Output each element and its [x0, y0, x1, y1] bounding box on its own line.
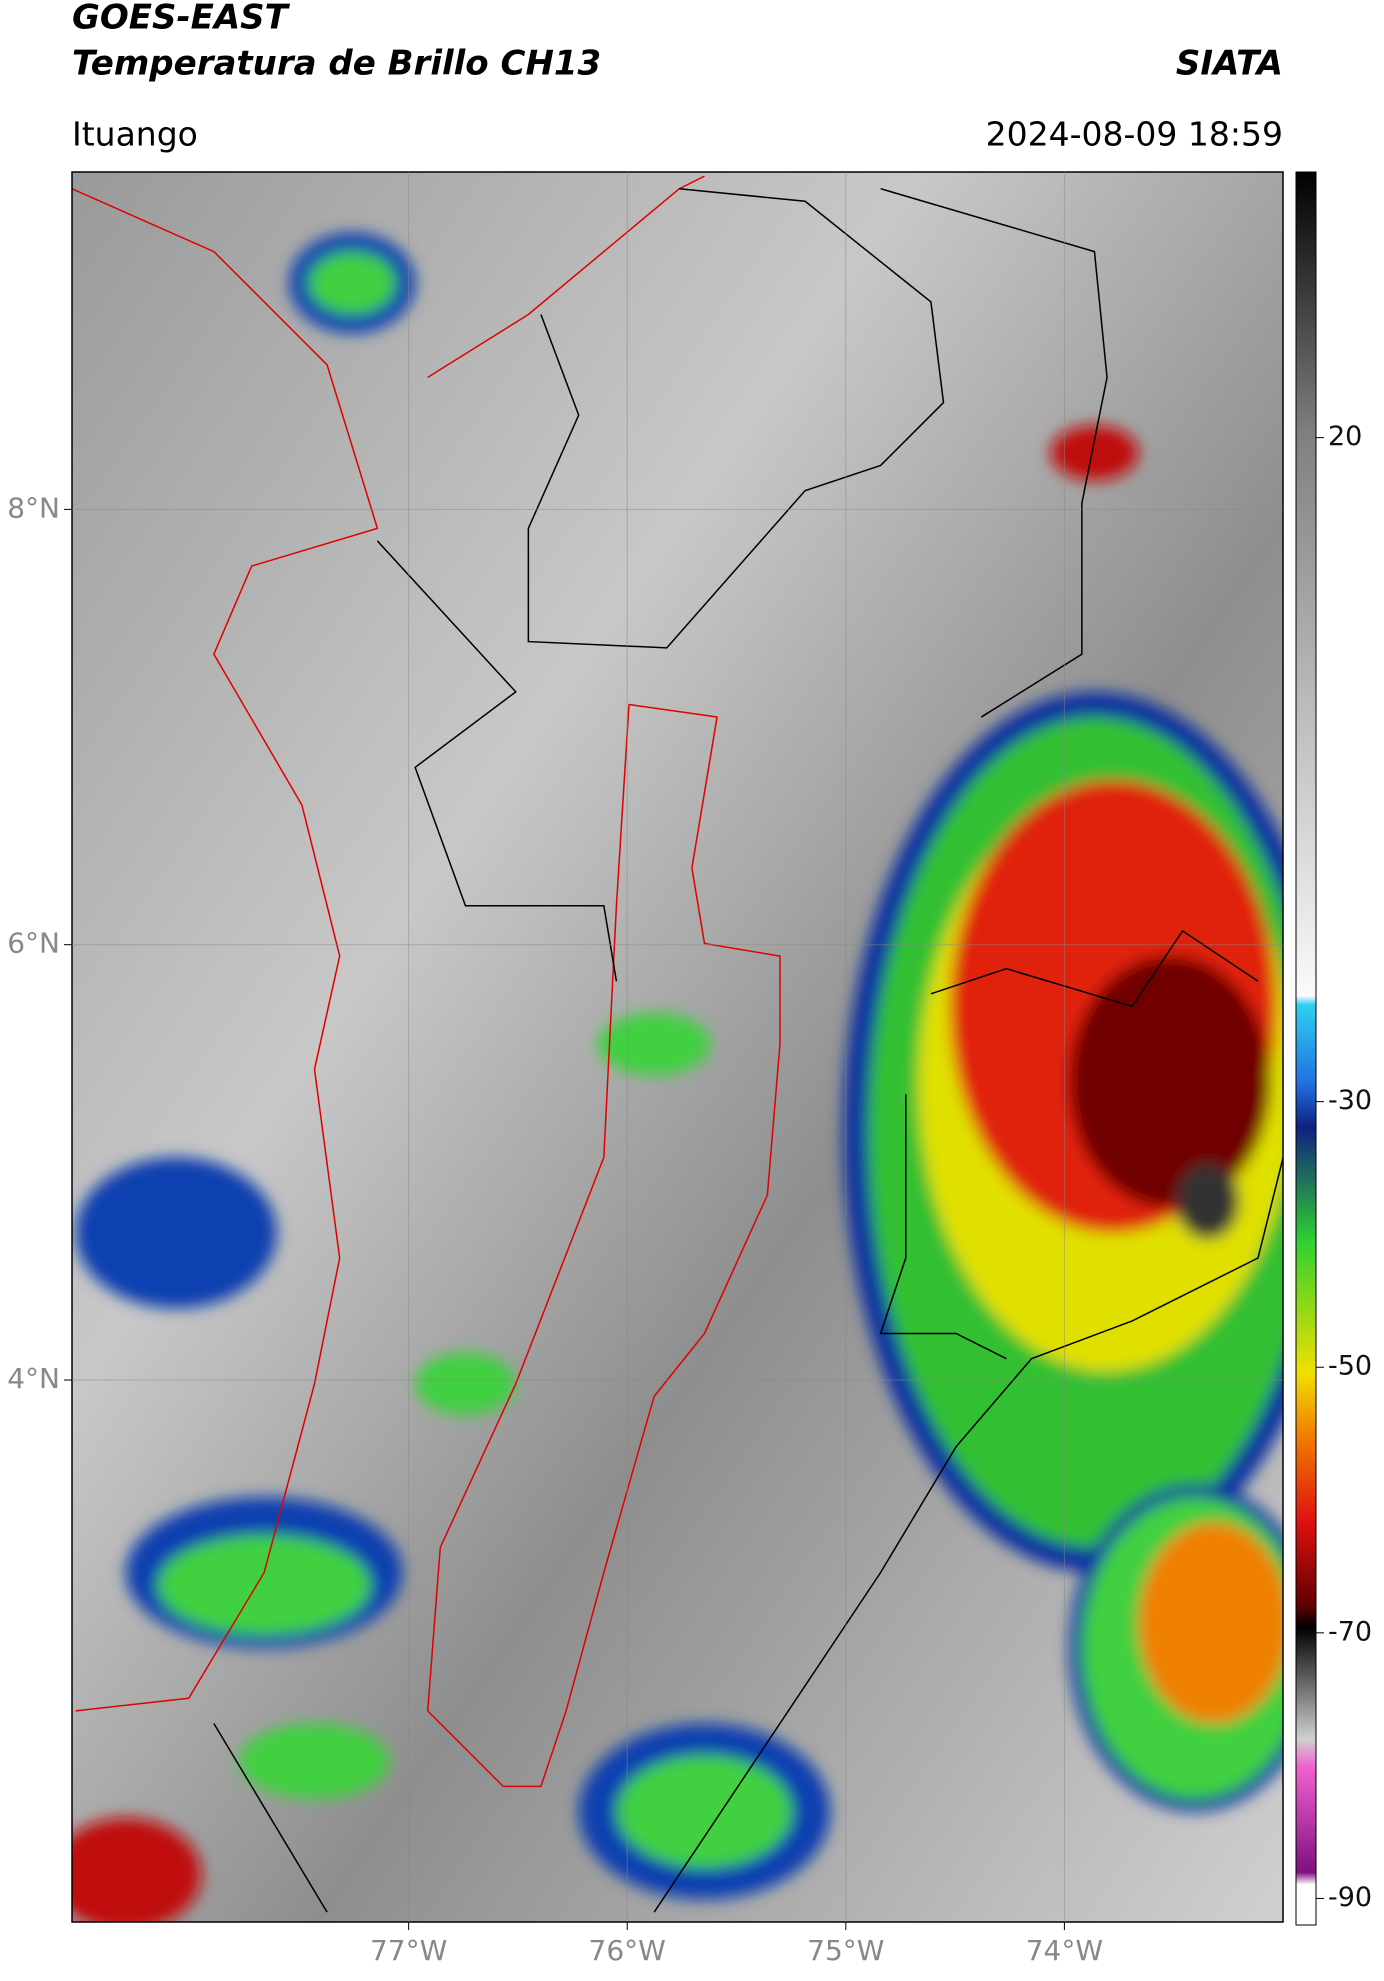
colorbar — [1295, 171, 1317, 1926]
colorbar-tick-label: -30 — [1328, 1085, 1372, 1116]
colorbar-tick-label: -50 — [1328, 1351, 1372, 1382]
colorbar-tick-label: -90 — [1328, 1882, 1372, 1913]
colorbar-tick-label: -70 — [1328, 1616, 1372, 1647]
title: GOES-EAST — [72, 0, 291, 38]
x-tick-label: 77°W — [370, 1934, 447, 1967]
map-image — [72, 172, 1283, 1922]
map-frame — [71, 171, 1284, 1923]
timestamp: 2024-08-09 18:59 — [986, 115, 1283, 154]
y-tick-label: 6°N — [7, 927, 60, 960]
location: Ituango — [72, 115, 198, 154]
axes: 77°W 76°W 75°W 74°W 8°N 6°N 4°N 20 -30 -50 -70 -90 — [7, 172, 1372, 1967]
x-tick-label: 74°W — [1026, 1934, 1103, 1967]
y-tick-label: 4°N — [7, 1362, 60, 1395]
x-tick-label: 75°W — [807, 1934, 884, 1967]
y-tick-label: 8°N — [7, 491, 60, 524]
x-tick-label: 76°W — [589, 1934, 666, 1967]
source: SIATA — [1176, 44, 1283, 84]
colorbar-tick-label: 20 — [1328, 421, 1362, 452]
subtitle: Temperatura de Brillo CH13 — [72, 44, 601, 84]
